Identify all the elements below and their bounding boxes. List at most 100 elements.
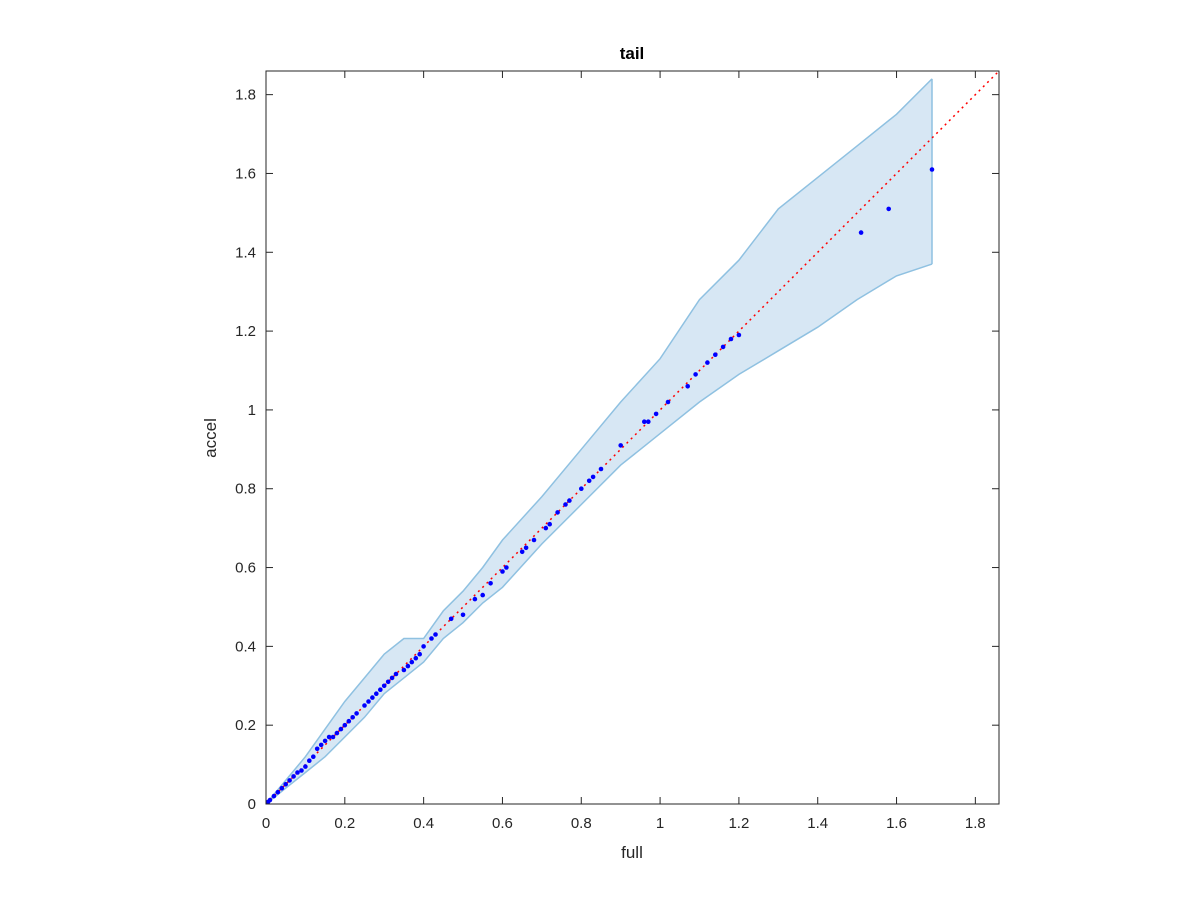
data-point: [705, 360, 710, 365]
y-tick-label: 1.2: [235, 323, 256, 340]
data-point: [267, 797, 273, 803]
data-point: [543, 525, 549, 531]
data-point: [405, 663, 411, 669]
y-tick-label: 0.6: [235, 560, 256, 577]
data-point: [366, 699, 371, 704]
x-tick-label: 1: [656, 815, 664, 832]
data-point: [385, 679, 391, 685]
x-tick-label: 0.4: [413, 815, 434, 832]
data-point: [295, 770, 300, 775]
data-point: [523, 545, 529, 551]
data-point: [271, 793, 277, 799]
y-tick-label: 0.4: [235, 638, 256, 655]
y-tick-label: 0.2: [235, 717, 256, 734]
data-point: [504, 565, 509, 570]
data-point: [448, 616, 454, 622]
x-tick-label: 1.4: [807, 815, 828, 832]
data-point: [886, 206, 891, 212]
data-point: [413, 655, 419, 661]
data-point: [417, 651, 423, 657]
data-point: [283, 782, 289, 787]
data-point: [389, 675, 395, 681]
data-point: [713, 352, 718, 358]
data-point: [586, 478, 592, 484]
data-point: [378, 687, 383, 692]
data-point: [291, 774, 296, 779]
data-point: [433, 632, 438, 637]
chart-title: tail: [620, 44, 645, 63]
data-point: [929, 167, 935, 172]
data-point: [279, 785, 285, 791]
data-point: [547, 521, 552, 527]
data-point: [488, 581, 493, 586]
data-point: [350, 715, 356, 720]
axes-box: [265, 70, 1000, 805]
data-point: [728, 336, 734, 342]
x-tick-label: 1.8: [965, 815, 986, 832]
data-point: [287, 778, 292, 783]
data-point: [354, 711, 359, 716]
data-point: [642, 419, 647, 425]
data-point: [401, 667, 407, 673]
data-point: [322, 738, 328, 744]
data-point: [598, 466, 604, 472]
data-point: [362, 703, 367, 708]
y-axis-title: accel: [201, 418, 220, 458]
plot-area: [265, 70, 1000, 805]
y-tick-label: 0.8: [235, 481, 256, 498]
y-tick-label: 1.8: [235, 87, 256, 104]
x-tick-label: 0: [262, 815, 270, 832]
data-point: [421, 644, 426, 649]
data-point: [480, 592, 486, 598]
data-point: [460, 612, 466, 618]
x-tick-label: 0.8: [571, 815, 592, 832]
data-point: [311, 754, 316, 759]
data-point: [330, 734, 336, 740]
y-tick-label: 1: [248, 402, 256, 419]
band-upper-edge: [265, 78, 933, 805]
data-point: [314, 746, 320, 752]
x-axis-title: full: [621, 843, 643, 862]
x-tick-label: 0.6: [492, 815, 513, 832]
data-point: [334, 730, 340, 736]
data-point: [303, 764, 308, 769]
data-point: [326, 734, 332, 740]
data-point: [318, 742, 324, 748]
data-point: [299, 768, 304, 773]
data-point: [646, 419, 651, 425]
y-tick-label: 0: [248, 796, 256, 813]
data-point: [736, 332, 742, 338]
data-point: [500, 569, 505, 574]
data-point: [590, 474, 596, 480]
data-point: [653, 411, 659, 417]
data-point: [685, 384, 690, 389]
band-lower-edge: [265, 263, 933, 805]
data-point: [338, 726, 344, 732]
data-point: [563, 502, 568, 507]
data-point: [346, 718, 352, 724]
data-point: [858, 230, 864, 235]
data-point: [579, 486, 584, 492]
data-point: [429, 636, 434, 641]
data-point: [393, 671, 399, 677]
x-tick-label: 0.2: [334, 815, 355, 832]
x-tick-label: 1.6: [886, 815, 907, 832]
data-point: [555, 510, 560, 515]
data-point: [370, 695, 375, 700]
data-point: [665, 399, 671, 405]
data-point: [381, 683, 387, 689]
data-point: [307, 758, 312, 763]
data-point: [275, 789, 281, 795]
data-point: [519, 549, 525, 555]
data-point: [531, 537, 537, 543]
data-point: [567, 498, 572, 503]
data-point: [342, 722, 348, 728]
data-point: [472, 596, 478, 602]
y-tick-label: 1.4: [235, 244, 256, 261]
confidence-band: [266, 78, 932, 804]
data-point: [693, 372, 698, 377]
x-tick-label: 1.2: [728, 815, 749, 832]
data-point: [618, 443, 623, 448]
y-tick-label: 1.6: [235, 165, 256, 182]
